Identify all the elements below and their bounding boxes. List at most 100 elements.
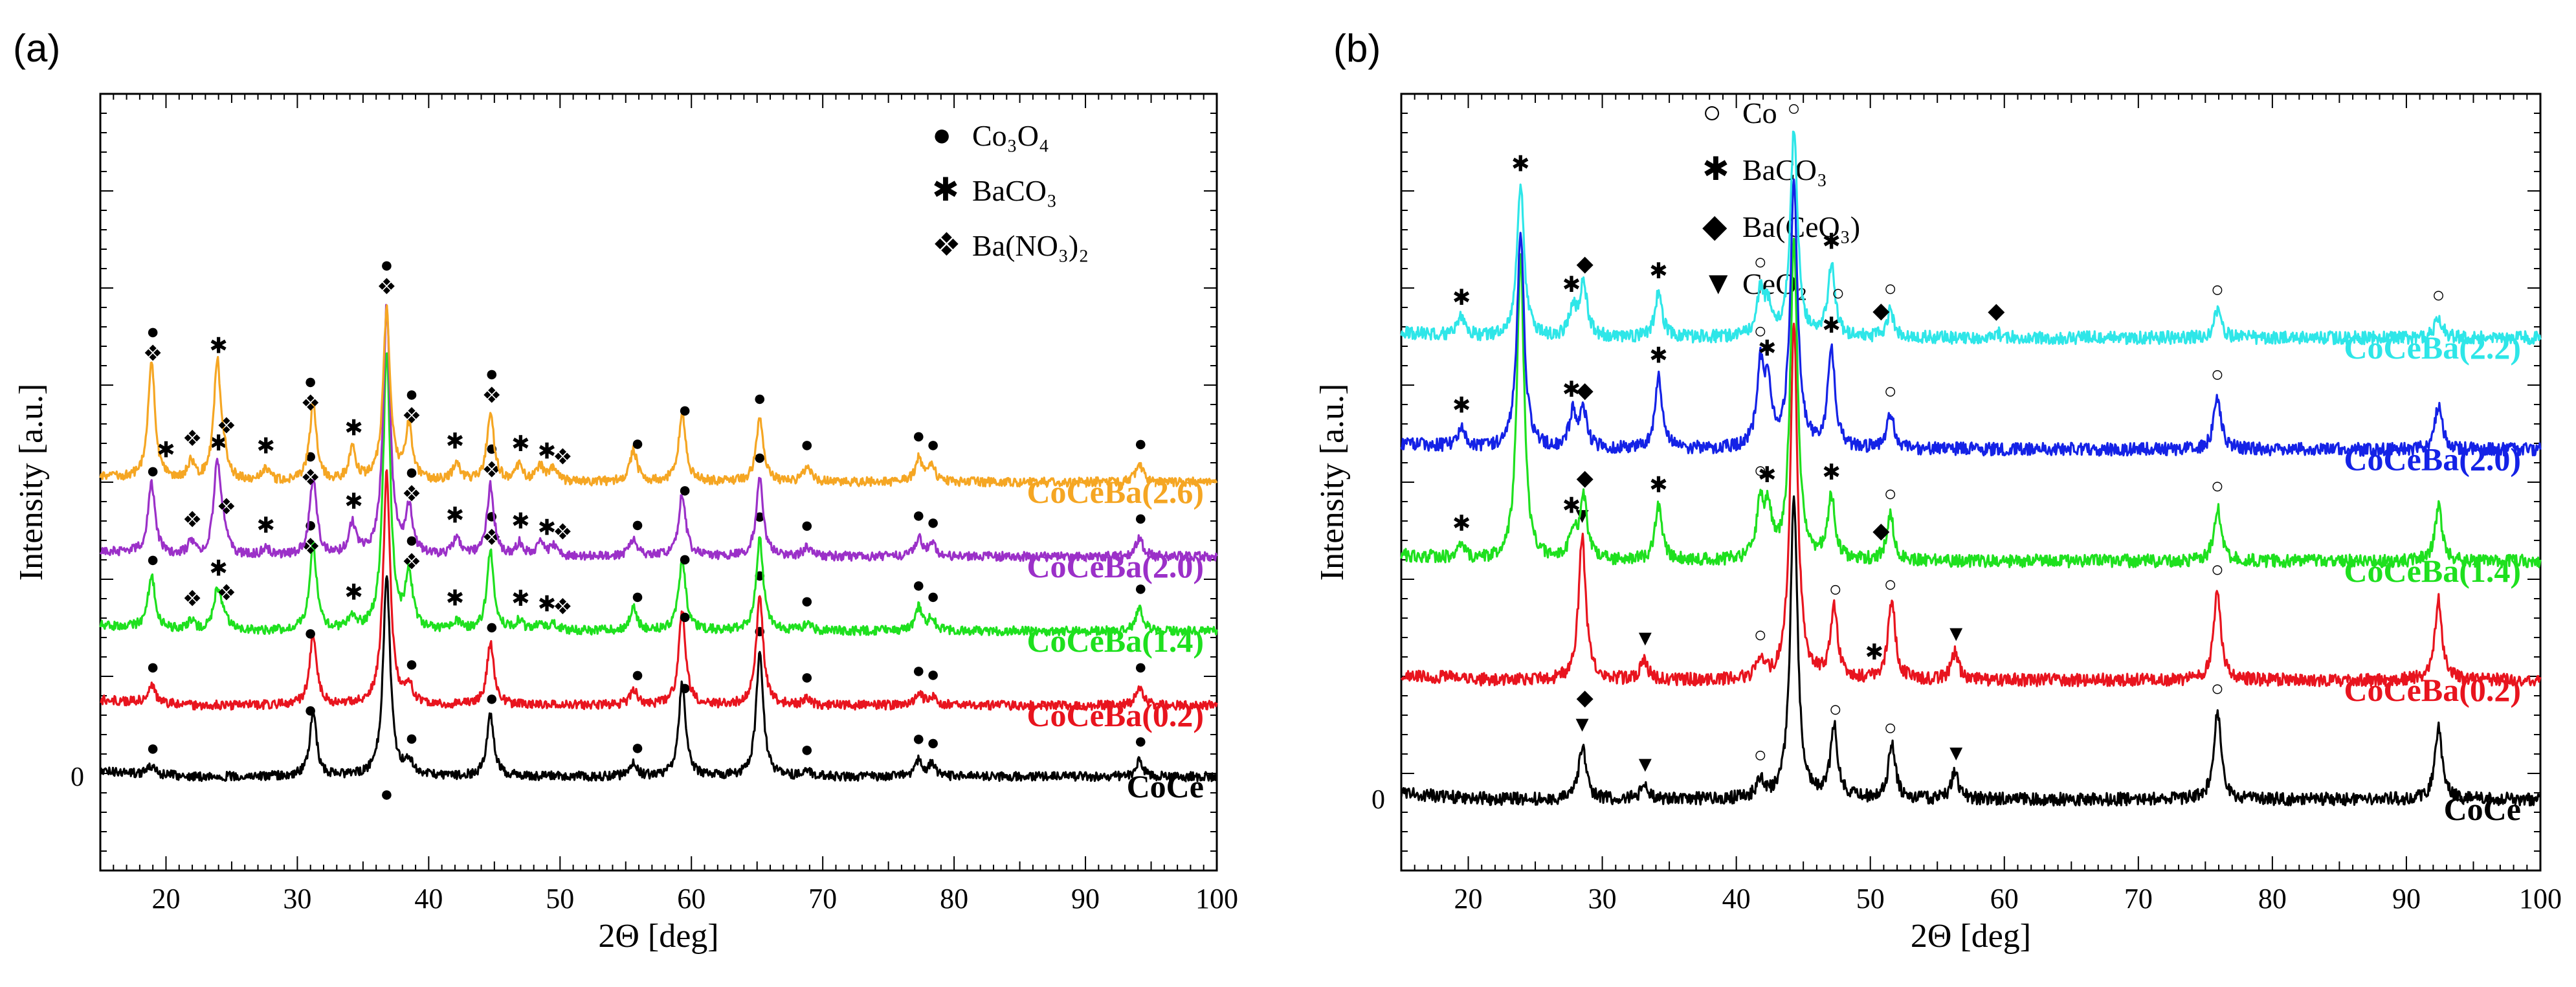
peak-marker: ● [678,398,692,422]
x-tick-label: 40 [414,883,443,915]
peak-marker: ❖ [183,588,202,612]
peak-marker: ● [485,362,498,386]
legend: ○ Co✱ BaCO₃◆ Ba(CeO₃)▼ CeO₂ [1702,94,1860,301]
peak-marker: ● [926,511,940,535]
series-line [1400,178,2542,457]
peak-marker: ❖ [553,521,572,545]
peak-marker: ● [926,433,940,457]
legend-label: BaCO₃ [972,174,1057,207]
peak-marker: ✱ [446,504,465,528]
peak-marker: ❖ [217,414,236,438]
peak-marker: ○ [1787,97,1801,121]
x-tick-label: 90 [1071,883,1100,915]
peak-marker: ✱ [157,438,175,462]
peak-marker: ○ [1883,716,1897,740]
x-tick-label: 20 [1454,883,1483,915]
series-line [1400,130,2542,346]
series-line [1400,495,2541,807]
x-tick-label: 100 [2519,883,2562,915]
peak-marker: ▼ [1945,622,1967,646]
series-coce: CoCe ● ● ● ● ● ● ● ● ● ● ● ● [99,575,1218,806]
series-label: CoCeBa(2.6) [1027,474,1204,510]
peak-marker: ◆ [1577,686,1594,710]
peak-marker: ○ [2432,283,2445,307]
peak-marker: ○ [1832,282,1845,305]
peak-marker: ✱ [1649,473,1668,497]
peak-marker: ● [926,731,940,755]
x-tick-label: 70 [2124,883,2153,915]
peak-marker: ✱ [256,434,275,458]
peak-marker: ○ [1754,743,1768,767]
peak-marker: ● [146,737,160,760]
peak-marker: ❖ [402,482,421,506]
peak-marker: ● [753,619,766,643]
series-label: CoCeBa(1.4) [1027,623,1204,659]
x-ticks [100,93,1217,871]
peak-marker: ✱ [1649,344,1668,368]
panel-label: (a) [13,27,60,70]
peak-marker: ● [485,687,498,711]
peak-marker: ● [485,615,498,639]
peak-marker: ❖ [300,392,320,416]
peak-marker: ● [1134,577,1148,601]
plot-frame [1400,93,2542,872]
peak-marker: ❖ [402,551,421,575]
peak-marker: ✱ [344,490,363,514]
peak-marker: ✱ [446,586,465,610]
series-label: CoCeBa(0.2) [2344,672,2521,708]
y-axis-label: Intensity [a.u.] [1314,384,1351,581]
peak-marker: ● [380,782,394,806]
x-tick-label: 100 [1195,883,1238,915]
peak-marker: ✱ [1822,230,1841,254]
peak-marker: ● [912,504,926,527]
peak-marker: ● [405,383,419,406]
series-line [99,575,1218,782]
series-coceba-2-2-: CoCeBa(2.2)✱✱✱◆ ✱ ○○✱○◆○◆○ ○ [1400,97,2542,366]
series-label: CoCeBa(2.2) [2344,329,2521,366]
peak-marker: ● [1134,729,1148,753]
peak-marker: ✱ [1822,461,1841,485]
peak-marker: ✱ [1758,337,1777,361]
peak-marker: ▼ [1634,627,1656,650]
peak-marker: ✱ [1758,463,1777,487]
peak-marker: ● [801,665,814,689]
peak-marker: ✱ [538,592,557,616]
peak-marker: ● [1134,432,1148,456]
series-line [99,352,1218,637]
x-tick-label: 70 [808,883,837,915]
series-coceba-1-4-: CoCeBa(1.4)✱✱◆ ✱○✱ ✱◆○ ○ [1400,238,2542,589]
legend-label: Co [1742,96,1777,129]
peak-marker: ○ [2211,363,2225,387]
peak-marker: ● [631,663,645,687]
series-label: CoCe [1127,768,1204,804]
peak-marker: ● [801,738,814,762]
peak-marker: ○ [1829,698,1843,722]
peak-marker: ✱ [1649,260,1668,283]
peak-marker: ❖ [482,384,502,408]
peak-marker: ● [678,547,692,571]
legend-label: Ba(NO₃)₂ [972,229,1089,262]
legend-symbol: ● [932,116,951,153]
peak-marker: ✱ [446,430,465,454]
series-coceba-0-2-: CoCeBa(0.2)▼◆▼ ○○✱○▼○ [1400,322,2542,710]
peak-marker: ▼ [1571,713,1593,737]
peak-marker: ● [304,370,317,394]
y-zero-label: 0 [71,762,84,792]
peak-marker: ✱ [538,516,557,540]
peak-marker: ○ [1754,459,1768,483]
series-label: CoCeBa(2.0) [1027,548,1204,584]
series-coceba-0-2-: CoCeBa(0.2)●●●●●●●● ● ● ● [100,469,1218,733]
peak-marker: ● [631,736,645,760]
peak-marker: ▼ [1634,753,1656,777]
legend-symbol: ▼ [1702,265,1735,301]
peak-marker: ❖ [183,508,202,532]
peak-marker: ✱ [209,557,228,581]
peak-marker: ● [912,659,926,683]
series-label: CoCe [2444,791,2521,827]
x-tick-label: 20 [151,883,180,915]
peak-marker: ✱ [1865,641,1884,665]
legend-symbol: ○ [1702,94,1722,130]
x-tick-label: 40 [1722,883,1751,915]
series-coceba-2-0-: CoCeBa(2.0)●❖✱❖✱●❖✱●❖✱●❖✱ ✱❖ ●●●● ● ● ● [99,304,1218,584]
x-axis-label: 2Θ [deg] [1911,918,2031,955]
